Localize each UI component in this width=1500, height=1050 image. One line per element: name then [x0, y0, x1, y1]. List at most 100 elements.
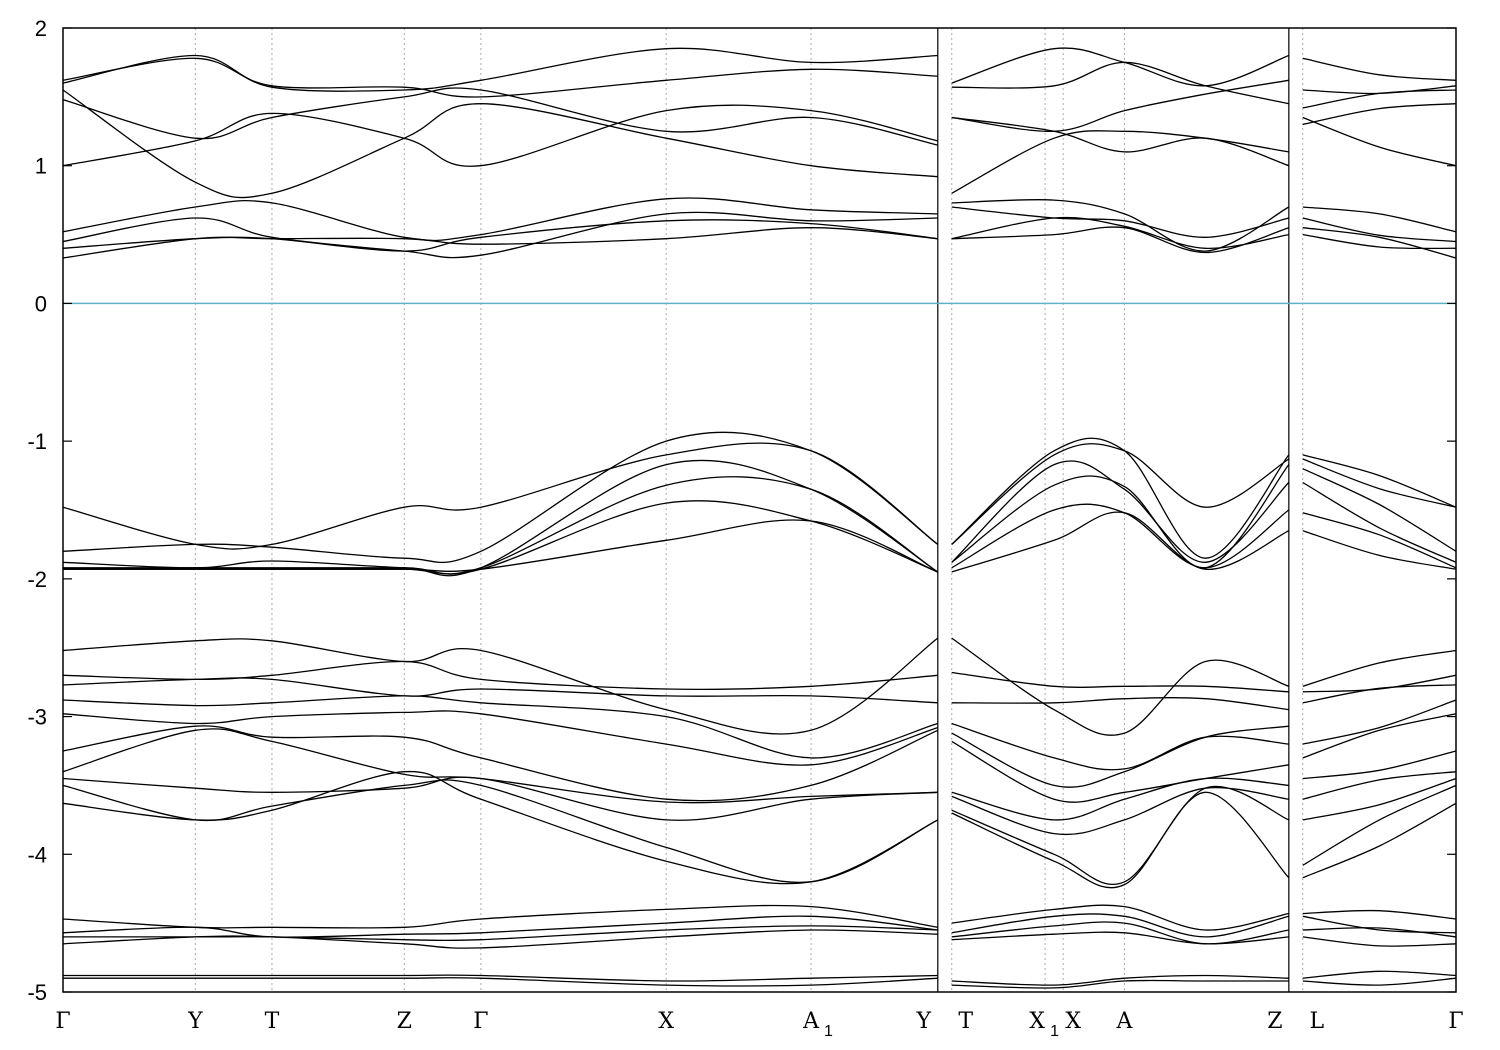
band-line	[62, 211, 938, 259]
band-line	[1302, 970, 1457, 979]
band-line	[951, 979, 1289, 989]
band-line	[62, 728, 938, 804]
band-line	[62, 47, 938, 92]
band-line	[62, 915, 938, 938]
y-tick-label: 1	[35, 154, 47, 179]
band-line	[1302, 217, 1457, 243]
band-line	[62, 519, 939, 573]
kpoint-label: Y	[916, 1009, 932, 1034]
band-line	[1302, 909, 1457, 920]
y-tick-label: -1	[27, 429, 47, 454]
band-line	[1302, 57, 1457, 81]
band-line	[951, 725, 1289, 788]
kpoint-label: Z	[397, 1009, 412, 1034]
band-line	[951, 931, 1289, 945]
band-line	[1302, 116, 1457, 167]
y-axis-ticks: 2 1 0 -1 -2 -3 -4 -5	[27, 16, 1456, 1005]
band-line	[951, 437, 1290, 559]
band-line	[62, 977, 938, 987]
band-line	[1302, 784, 1457, 866]
band-line	[951, 464, 1290, 569]
y-tick-label: -4	[27, 842, 47, 867]
kpoint-label: T	[265, 1009, 280, 1034]
band-line	[62, 677, 938, 704]
band-line	[951, 61, 1289, 105]
kpoint-label: Z	[1267, 1009, 1282, 1034]
band-line	[951, 79, 1289, 132]
band-line	[62, 227, 938, 259]
band-line	[62, 87, 938, 146]
kpoint-grid-lines	[194, 28, 1304, 992]
band-line	[62, 89, 938, 199]
band-line	[62, 431, 939, 564]
band-line	[62, 459, 939, 577]
band-line	[1302, 927, 1457, 938]
band-line	[951, 777, 1289, 821]
band-line	[62, 442, 939, 550]
band-line	[951, 198, 1290, 252]
band-line	[62, 660, 938, 691]
kpoint-label: X	[658, 1009, 674, 1034]
y-tick-label: -3	[27, 705, 47, 730]
kpoint-label: Y	[187, 1009, 203, 1034]
band-line	[951, 974, 1289, 986]
band-line	[1302, 206, 1457, 233]
band-line	[1302, 512, 1457, 569]
band-line	[1302, 85, 1457, 95]
band-line	[62, 925, 938, 942]
band-line	[951, 503, 1290, 569]
band-line	[1302, 699, 1457, 745]
kpoint-label: A	[1116, 1009, 1134, 1034]
band-line	[62, 104, 938, 167]
band-line	[951, 722, 1289, 771]
kpoint-label-subscript: 1	[824, 1023, 833, 1040]
band-line	[951, 226, 1289, 254]
band-line	[951, 697, 1289, 711]
band-line	[951, 216, 1289, 249]
band-line	[1302, 684, 1457, 704]
kpoint-label: X	[1029, 1009, 1045, 1034]
band-line	[1302, 233, 1457, 250]
band-line	[62, 637, 939, 735]
kpoint-label-subscript: 1	[1050, 1023, 1059, 1040]
band-line	[62, 779, 939, 884]
kpoint-label: Γ	[1448, 1009, 1463, 1034]
band-line	[63, 476, 939, 575]
y-tick-label: -5	[27, 980, 47, 1005]
band-line	[951, 786, 1289, 836]
kpoint-label: X	[1065, 1009, 1081, 1034]
band-line	[62, 197, 938, 242]
kpoint-label: Γ	[55, 1009, 70, 1034]
band-line	[951, 116, 1290, 167]
band-line	[1302, 454, 1457, 508]
band-line	[62, 725, 939, 802]
band-line	[951, 785, 1290, 885]
band-line	[1302, 915, 1457, 934]
plot-frame	[62, 27, 1457, 993]
band-line	[62, 929, 938, 949]
band-line	[62, 770, 939, 885]
kpoint-label: L	[1309, 1009, 1324, 1034]
band-line	[1302, 674, 1457, 693]
band-line	[951, 47, 1290, 87]
band-line	[1302, 649, 1457, 687]
band-line	[63, 974, 938, 982]
band-line	[1302, 530, 1457, 570]
band-line	[1302, 458, 1457, 508]
band-line	[62, 500, 939, 575]
band-line	[62, 695, 938, 759]
kpoint-label: A	[802, 1009, 820, 1034]
band-line	[1302, 227, 1457, 259]
band-line	[951, 740, 1289, 803]
band-line	[951, 904, 1289, 931]
band-line	[951, 671, 1289, 693]
band-line	[1302, 936, 1457, 947]
band-line	[1302, 777, 1457, 821]
kpoint-label: T	[958, 1009, 973, 1034]
band-line	[951, 511, 1290, 573]
band-line	[951, 130, 1289, 194]
band-line	[62, 219, 938, 252]
band-line	[1302, 802, 1457, 879]
